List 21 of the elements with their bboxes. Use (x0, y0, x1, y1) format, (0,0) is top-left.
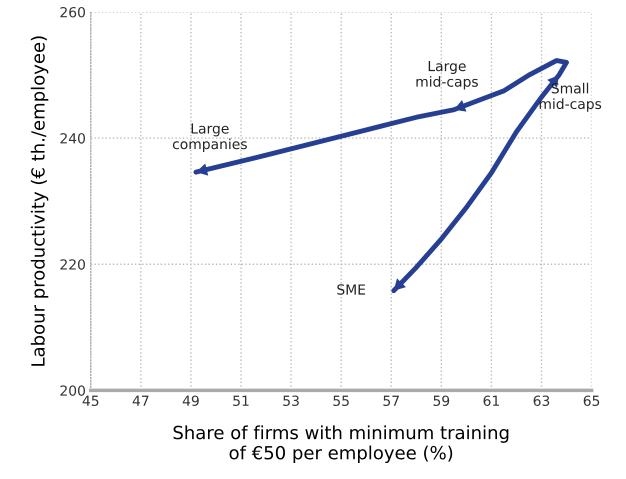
annotation: Large companies (172, 123, 247, 152)
x-tick-label: 49 (182, 395, 199, 406)
y-tick-label: 220 (60, 259, 85, 270)
y-tick-label: 260 (60, 6, 85, 18)
x-tick-label: 61 (484, 395, 499, 406)
annotation: Large mid-caps (416, 60, 478, 90)
x-tick-label: 63 (534, 395, 550, 406)
x-tick-label: 47 (132, 396, 148, 406)
x-tick-label: 45 (82, 396, 98, 406)
y-axis-title: Labour productivity (€ th./employee) (30, 36, 48, 366)
y-tick-label: 240 (60, 133, 85, 144)
x-tick-label: 65 (584, 395, 600, 406)
x-tick-label: 51 (233, 396, 249, 406)
x-tick-label: 53 (283, 395, 299, 406)
x-tick-label: 55 (333, 396, 349, 406)
annotation: Small mid-caps (540, 82, 602, 112)
annotation: SME (337, 284, 366, 295)
x-tick-label: 57 (383, 396, 399, 406)
x-axis-title: Share of firms with minimum training of €50 per employee (%) (174, 425, 508, 464)
y-tick-label: 200 (60, 385, 85, 396)
x-tick-label: 59 (434, 395, 450, 406)
